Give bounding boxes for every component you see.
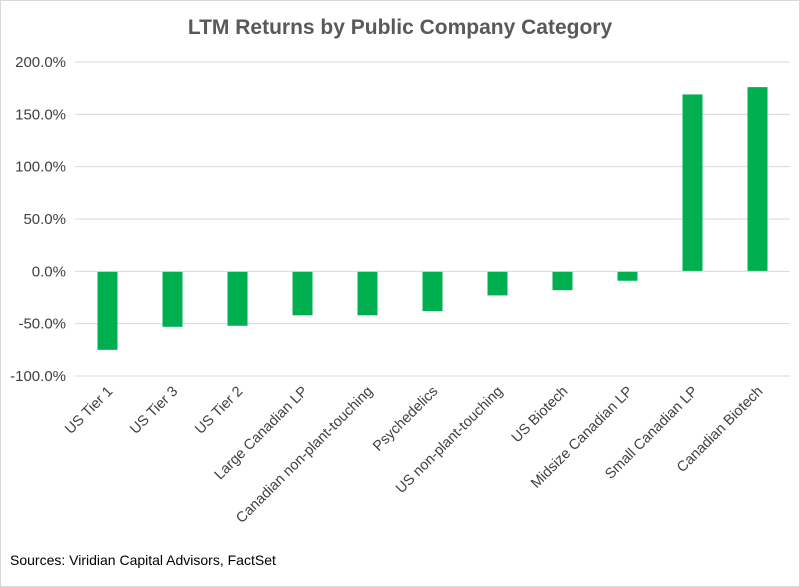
bar bbox=[747, 87, 768, 272]
x-tick-label: US non-plant-touching bbox=[393, 384, 506, 497]
y-tick-label: 50.0% bbox=[23, 211, 66, 228]
bar bbox=[357, 271, 378, 316]
y-tick-label: 100.0% bbox=[15, 159, 66, 176]
y-axis-ticks: 200.0% 150.0% 100.0% 50.0% 0.0% -50.0% -100.0% bbox=[10, 54, 66, 385]
bar bbox=[422, 271, 443, 312]
bar bbox=[227, 271, 248, 326]
bar bbox=[292, 271, 313, 316]
bar bbox=[617, 271, 638, 281]
y-tick-label: 200.0% bbox=[15, 54, 66, 71]
bar bbox=[682, 94, 703, 272]
bar bbox=[487, 271, 508, 296]
bar bbox=[97, 271, 118, 350]
x-tick-label: US Biotech bbox=[509, 384, 572, 447]
gridlines bbox=[75, 61, 790, 377]
y-tick-label: -50.0% bbox=[18, 316, 66, 333]
bar bbox=[552, 271, 573, 291]
bar bbox=[162, 271, 183, 327]
y-tick-label: 150.0% bbox=[15, 106, 66, 123]
x-tick-label: Canadian non-plant-touching bbox=[233, 384, 376, 527]
x-tick-label: US Tier 2 bbox=[192, 384, 246, 438]
bars bbox=[97, 87, 768, 350]
x-tick-label: US Tier 1 bbox=[62, 384, 116, 438]
x-tick-label: Psychedelics bbox=[370, 384, 441, 455]
x-tick-label: US Tier 3 bbox=[127, 384, 181, 438]
chart-title: LTM Returns by Public Company Category bbox=[188, 16, 613, 39]
y-tick-label: 0.0% bbox=[32, 263, 66, 280]
source-note: Sources: Viridian Capital Advisors, Fact… bbox=[10, 552, 276, 568]
y-tick-label: -100.0% bbox=[10, 368, 66, 385]
